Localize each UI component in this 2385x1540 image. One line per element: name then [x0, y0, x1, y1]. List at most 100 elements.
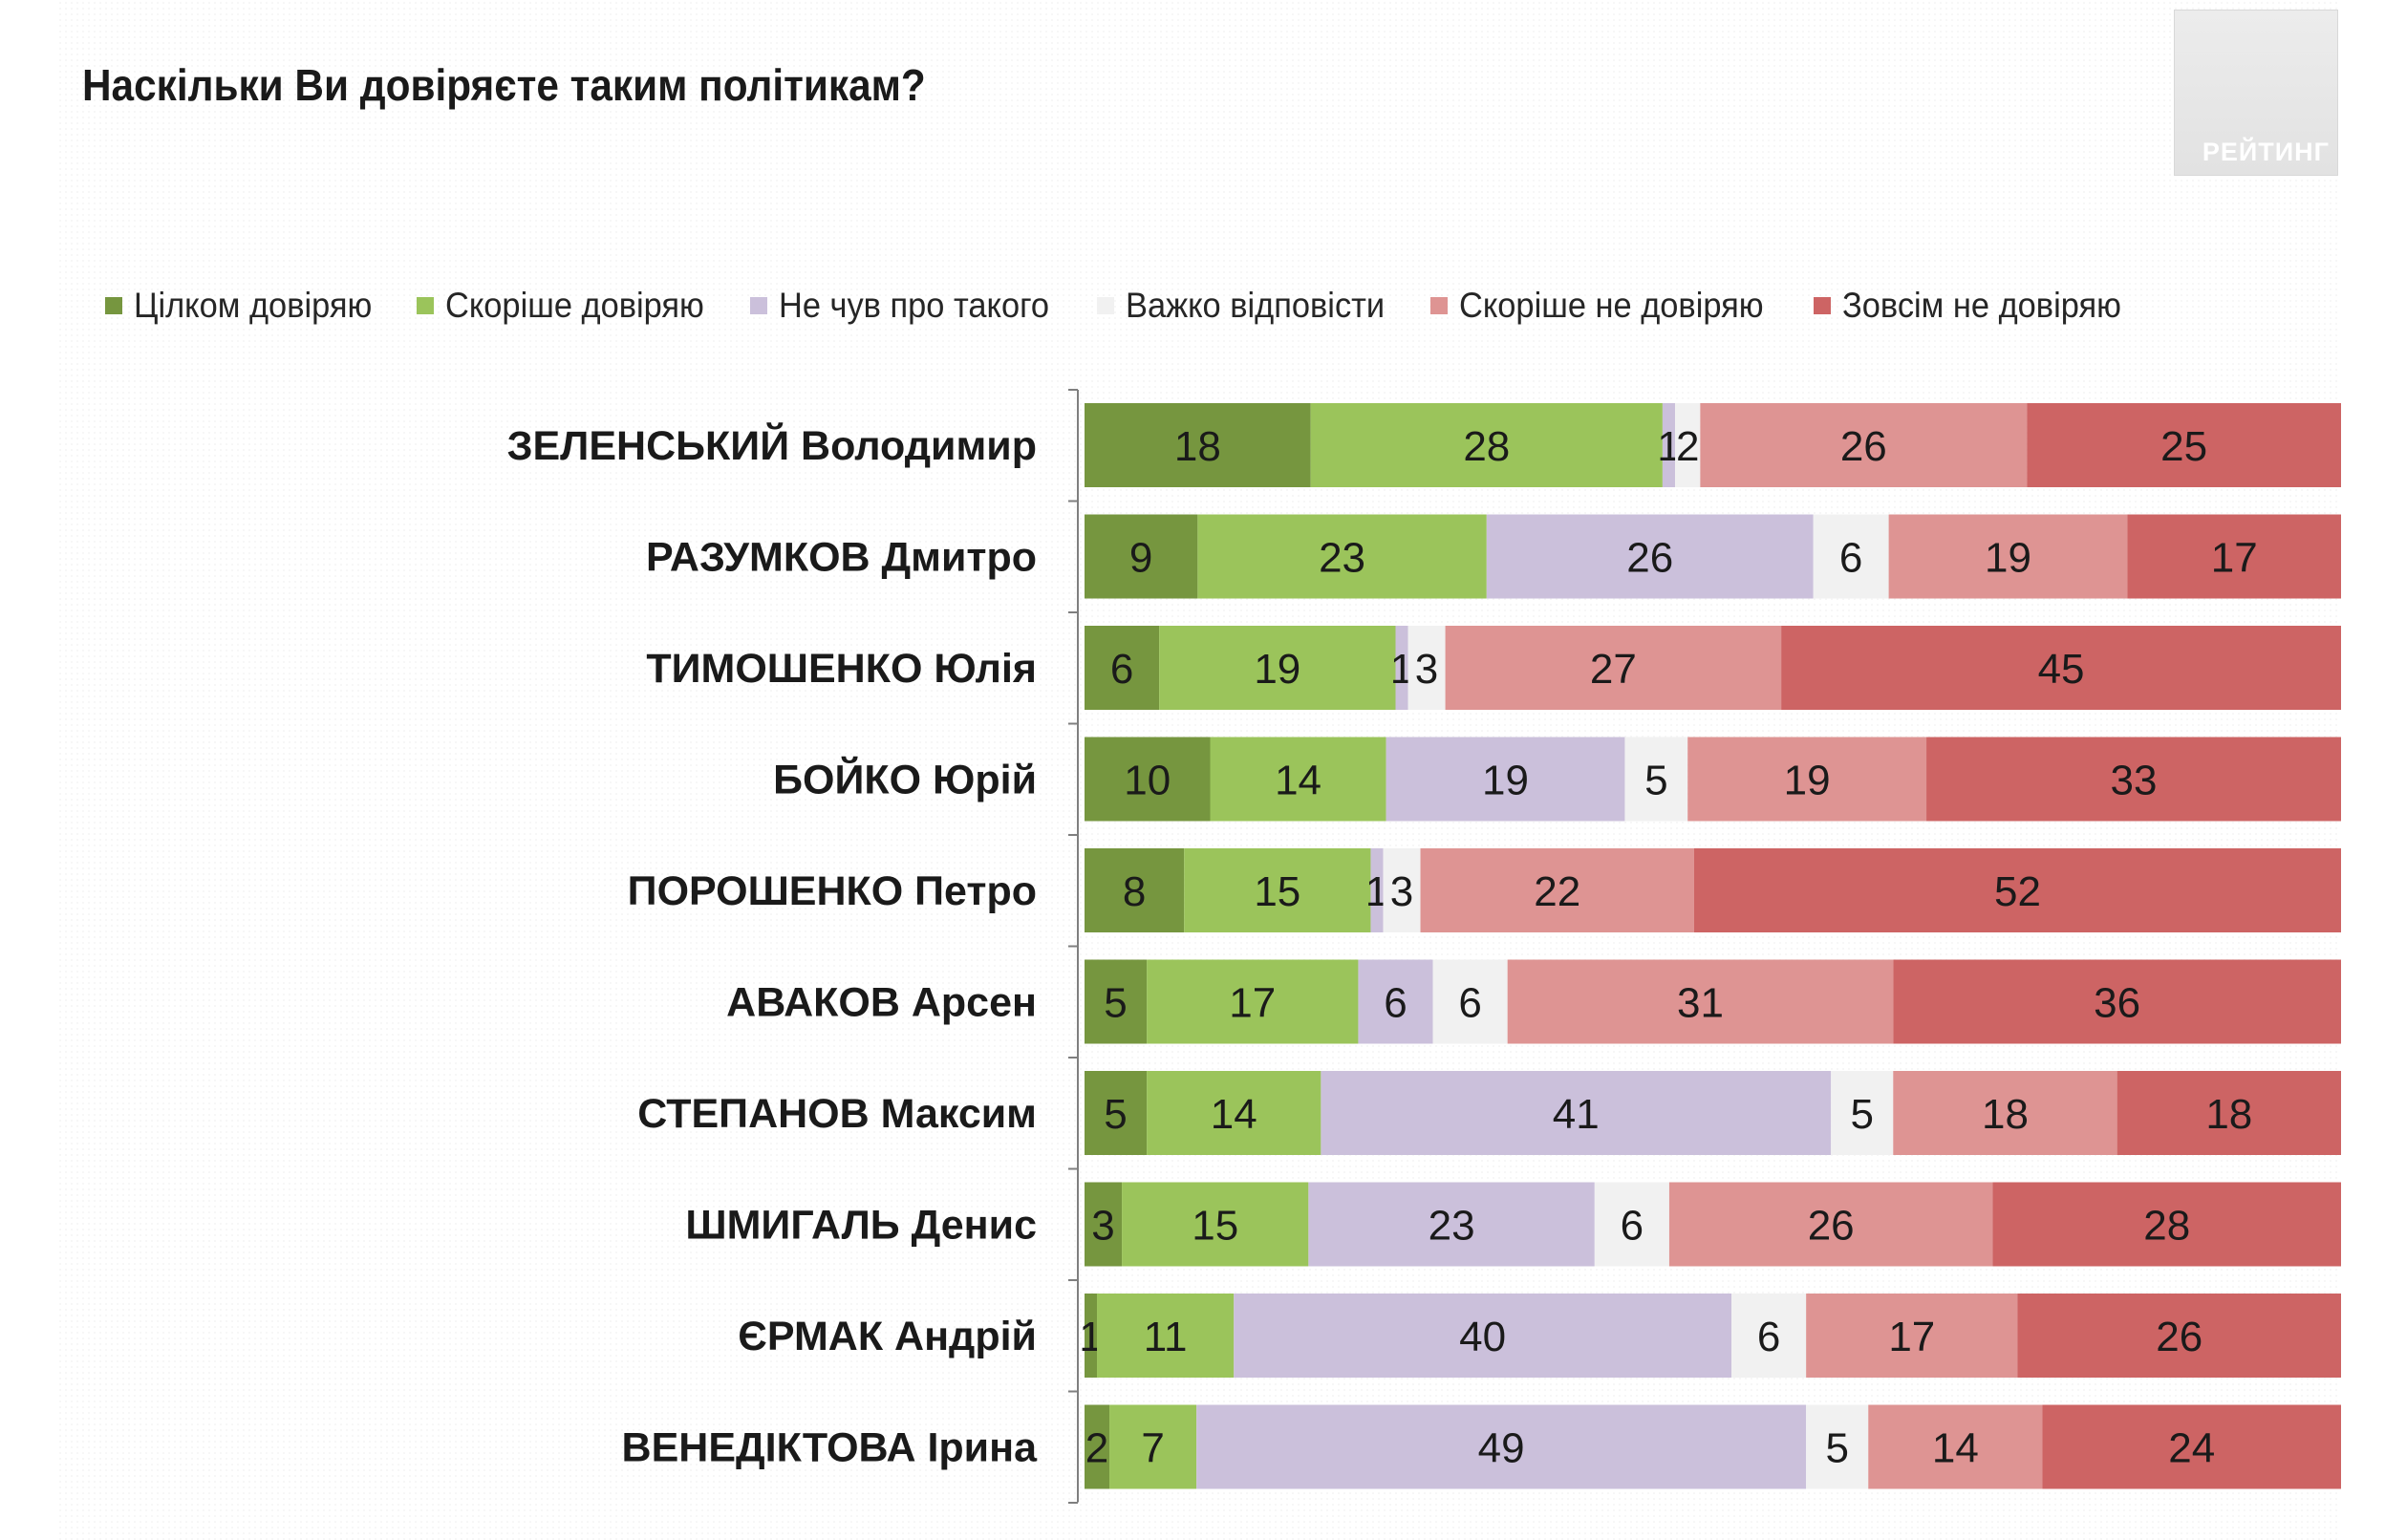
logo-text: РЕЙТИНГ	[2202, 138, 2330, 166]
bar-segment	[1781, 626, 2341, 710]
data-label: 18	[2205, 1091, 2252, 1138]
data-label: 23	[1319, 535, 1365, 582]
data-label: 17	[1229, 980, 1276, 1027]
data-label: 26	[1840, 423, 1887, 470]
data-label: 10	[1124, 758, 1171, 804]
rating-logo: РЕЙТИНГ	[2174, 10, 2338, 176]
data-label: 8	[1123, 868, 1146, 915]
bar-segment	[1085, 1294, 1098, 1378]
bar-segment	[1893, 959, 2341, 1044]
bar-segment	[1662, 403, 1676, 487]
data-label: 6	[1621, 1203, 1644, 1250]
legend-label: Не чув про такого	[779, 286, 1050, 325]
bar-segment	[1085, 1071, 1148, 1155]
data-label: 52	[1994, 868, 2041, 915]
bar-segment	[1085, 959, 1148, 1044]
legend-swatch	[750, 297, 768, 314]
bar-segment	[1687, 737, 1927, 822]
data-label: 5	[1104, 1091, 1127, 1138]
data-label: 28	[1463, 423, 1510, 470]
data-label: 2	[1085, 1425, 1108, 1472]
legend-swatch	[1813, 297, 1831, 314]
bar-segment	[1085, 626, 1160, 710]
category-label: ШМИГАЛЬ Денис	[685, 1203, 1037, 1249]
legend-item: Цілком довіряю	[105, 286, 390, 326]
data-label: 45	[2038, 646, 2085, 693]
data-label: 25	[2160, 423, 2207, 470]
data-label: 5	[1644, 758, 1667, 804]
data-label: 49	[1478, 1425, 1525, 1472]
bar-segment	[1486, 514, 1814, 599]
bar-segment	[1624, 737, 1688, 822]
bar-segment	[1197, 514, 1487, 599]
bar-segment	[1675, 403, 1701, 487]
bar-segment	[1184, 848, 1371, 932]
bar-segment	[1308, 1182, 1595, 1267]
bar-segment	[1992, 1182, 2341, 1267]
chart-legend: Цілком довіряю Скоріше довіряю Не чув про …	[105, 282, 2169, 330]
bar-segment	[1693, 848, 2341, 932]
data-label: 19	[1784, 758, 1831, 804]
bar-segment	[1594, 1182, 1669, 1267]
data-label: 28	[2143, 1203, 2190, 1250]
bar-segment	[1445, 626, 1782, 710]
data-label: 31	[1677, 980, 1724, 1027]
legend-item: Важко відповісти	[1096, 286, 1405, 326]
data-label: 18	[1982, 1091, 2029, 1138]
bar-segment	[1085, 848, 1185, 932]
legend-item: Скоріше не довіряю	[1430, 286, 1787, 326]
data-label: 7	[1141, 1425, 1164, 1472]
legend-label: Важко відповісти	[1125, 286, 1385, 325]
bar-segment	[2017, 1294, 2341, 1378]
data-label: 26	[1626, 535, 1673, 582]
bar-segment	[1831, 1071, 1894, 1155]
bar-segment	[1407, 626, 1446, 710]
data-label: 19	[1482, 758, 1529, 804]
bar-segment	[1159, 626, 1396, 710]
legend-item: Не чув про такого	[750, 286, 1069, 326]
data-label: 41	[1553, 1091, 1600, 1138]
data-label: 6	[1384, 980, 1407, 1027]
data-label: 36	[2094, 980, 2140, 1027]
bar-segment	[1234, 1294, 1732, 1378]
bar-segment	[1731, 1294, 1807, 1378]
data-label: 5	[1850, 1091, 1873, 1138]
data-label: 3	[1415, 646, 1438, 693]
category-label: ВЕНЕДІКТОВА Ірина	[622, 1425, 1039, 1471]
bar-segment	[2027, 403, 2341, 487]
bar-segment	[1147, 959, 1359, 1044]
data-label: 17	[2211, 535, 2258, 582]
bar-segment	[1109, 1404, 1197, 1489]
bar-segment	[1700, 403, 2028, 487]
bar-segment	[1310, 403, 1663, 487]
bar-segment	[1210, 737, 1386, 822]
data-label: 19	[1254, 646, 1300, 693]
bar-segment	[2127, 514, 2341, 599]
category-label: РАЗУМКОВ Дмитро	[646, 535, 1037, 581]
legend-swatch	[417, 297, 435, 314]
bar-segment	[1085, 737, 1211, 822]
bar-segment	[1321, 1071, 1832, 1155]
bar-segment	[1085, 1404, 1110, 1489]
bar-segment	[1668, 1182, 1993, 1267]
legend-swatch	[1430, 297, 1449, 314]
bar-segment	[1420, 848, 1694, 932]
data-label: 9	[1129, 535, 1152, 582]
data-label: 2	[1676, 423, 1699, 470]
bar-segment	[1926, 737, 2341, 822]
bar-segment	[1097, 1294, 1235, 1378]
bar-segment	[1147, 1071, 1321, 1155]
category-label: ЄРМАК Андрій	[738, 1314, 1037, 1359]
bar-segment	[1806, 1294, 2018, 1378]
bar-segment	[1806, 1404, 1869, 1489]
legend-label: Цілком довіряю	[134, 286, 373, 325]
data-label: 11	[1144, 1314, 1188, 1360]
chart-title: Наскільки Ви довіряєте таким політикам?	[82, 60, 926, 110]
bar-segment	[1370, 848, 1384, 932]
data-label: 14	[1932, 1425, 1979, 1472]
data-label: 26	[2156, 1314, 2202, 1360]
data-label: 17	[1888, 1314, 1935, 1360]
bar-segment	[1196, 1404, 1807, 1489]
legend-item: Зовсім не довіряю	[1813, 286, 2142, 326]
